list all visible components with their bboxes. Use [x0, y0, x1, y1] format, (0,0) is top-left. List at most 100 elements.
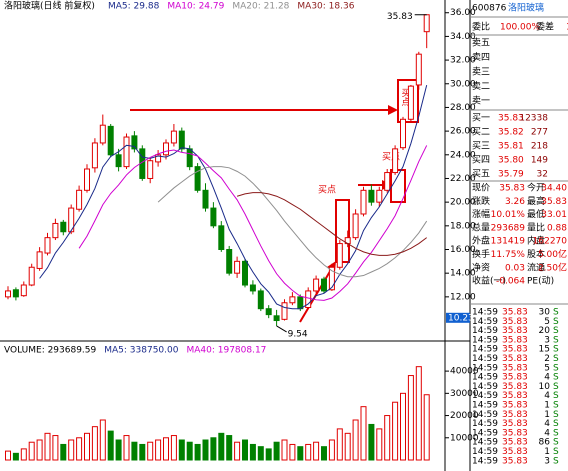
- tick-time: 14:59: [472, 317, 498, 327]
- candle-body: [76, 189, 83, 210]
- y-tick-label: 26.00: [450, 127, 476, 137]
- tick-time: 14:59: [472, 335, 498, 345]
- stat-value: 0.88: [547, 223, 567, 233]
- volume-bar: [194, 443, 201, 461]
- low-pointer: [276, 325, 287, 333]
- candle-body: [115, 154, 122, 168]
- stat-value: 10.01%: [491, 210, 526, 220]
- candle-body: [273, 315, 280, 322]
- volume-title: VOLUME: 293689.59: [4, 346, 97, 356]
- volume-title: MA40: 197808.17: [186, 346, 266, 356]
- candle-body: [415, 53, 422, 86]
- tick-side: S: [553, 456, 559, 466]
- stat-label: 外盘: [472, 235, 490, 247]
- stat-label: 净资: [472, 261, 490, 273]
- ma-line: [236, 192, 427, 256]
- tick-time: 14:59: [472, 382, 498, 392]
- volume-tick-label: 40000: [450, 367, 479, 377]
- volume-bar: [305, 443, 312, 461]
- stat-value: 131419: [491, 237, 526, 247]
- tick-price: 35.83: [502, 456, 528, 466]
- tick-volume: 15: [539, 345, 550, 355]
- volume-bar: [265, 448, 272, 461]
- candle-body: [265, 308, 272, 316]
- tick-price: 35.83: [502, 391, 528, 401]
- ask-label: 卖一: [472, 96, 490, 107]
- candle-body: [12, 289, 19, 298]
- candle-body: [36, 251, 43, 269]
- tick-side: S: [553, 401, 559, 411]
- ask-label: 卖五: [472, 38, 490, 49]
- y-tick-label: 36.00: [450, 8, 476, 18]
- candle-body: [305, 290, 312, 309]
- candle-body: [281, 302, 288, 320]
- volume-bar: [249, 443, 256, 461]
- candle-body: [194, 166, 201, 191]
- volume-bar: [155, 439, 162, 461]
- tick-price: 35.83: [502, 317, 528, 327]
- tick-side: S: [553, 382, 559, 392]
- tick-volume: 4: [544, 419, 550, 429]
- tick-side: S: [553, 447, 559, 457]
- arrow-head: [388, 105, 398, 115]
- tick-time: 14:59: [472, 401, 498, 411]
- volume-bar: [321, 446, 327, 461]
- candle-body: [289, 296, 296, 304]
- stock-name: 洛阳玻璃: [508, 2, 544, 14]
- volume-bar: [226, 435, 233, 461]
- candle-body: [202, 189, 209, 209]
- stat-label: 股本: [527, 248, 545, 260]
- tick-price: 35.83: [502, 410, 528, 420]
- volume-bar: [344, 432, 351, 461]
- volume-tick-label: 30000: [450, 389, 479, 399]
- volume-bar: [170, 435, 177, 461]
- legend-entry: MA5: 29.88: [108, 2, 160, 12]
- volume-bar: [123, 435, 130, 461]
- stat-value: 35.83: [541, 197, 567, 207]
- candle-body: [131, 135, 138, 150]
- y-tick-label: 22.00: [450, 174, 476, 184]
- stat-label: 最低: [527, 208, 545, 220]
- y-tick-label: 20.00: [450, 198, 476, 208]
- volume-bar: [392, 401, 399, 461]
- volume-bar: [242, 439, 248, 461]
- tick-time: 14:59: [472, 308, 498, 318]
- stat-value: 293689: [491, 223, 526, 233]
- candle-body: [60, 221, 67, 233]
- stat-value: 5.00亿: [538, 248, 567, 260]
- tick-time: 14:59: [472, 438, 498, 448]
- stat-label: 涨跌: [472, 196, 490, 207]
- volume-bar: [139, 443, 146, 461]
- candle-body: [178, 130, 185, 150]
- candle-body: [376, 189, 383, 203]
- candle-body: [407, 85, 414, 120]
- tick-side: S: [553, 391, 559, 401]
- tick-time: 14:59: [472, 428, 498, 438]
- y-tick-label: 18.00: [450, 221, 476, 231]
- volume-bar: [107, 430, 114, 461]
- volume-bar: [68, 439, 75, 461]
- tick-volume: 3: [544, 335, 550, 345]
- volume-bar: [328, 439, 335, 461]
- volume-bar: [131, 441, 138, 461]
- tick-side: S: [553, 308, 559, 318]
- candle-body: [328, 266, 335, 291]
- bid-label: 买二: [472, 127, 490, 138]
- volume-bar: [400, 392, 406, 461]
- candle-body: [99, 124, 106, 144]
- y-tick-label: 30.00: [450, 79, 476, 89]
- tick-volume: 4: [544, 391, 550, 401]
- candle-body: [170, 130, 177, 144]
- low-label: 9.54: [288, 329, 308, 339]
- bid-volume: 12338: [519, 114, 548, 124]
- tick-time: 14:59: [472, 419, 498, 429]
- bid-volume: 218: [531, 142, 548, 152]
- candle-body: [242, 260, 248, 286]
- volume-bar: [257, 446, 264, 461]
- candle-body: [147, 160, 154, 179]
- volume-bar: [202, 439, 209, 461]
- volume-bar: [415, 366, 422, 461]
- ask-label: 卖二: [472, 81, 490, 92]
- stat-label: 流通: [527, 261, 545, 273]
